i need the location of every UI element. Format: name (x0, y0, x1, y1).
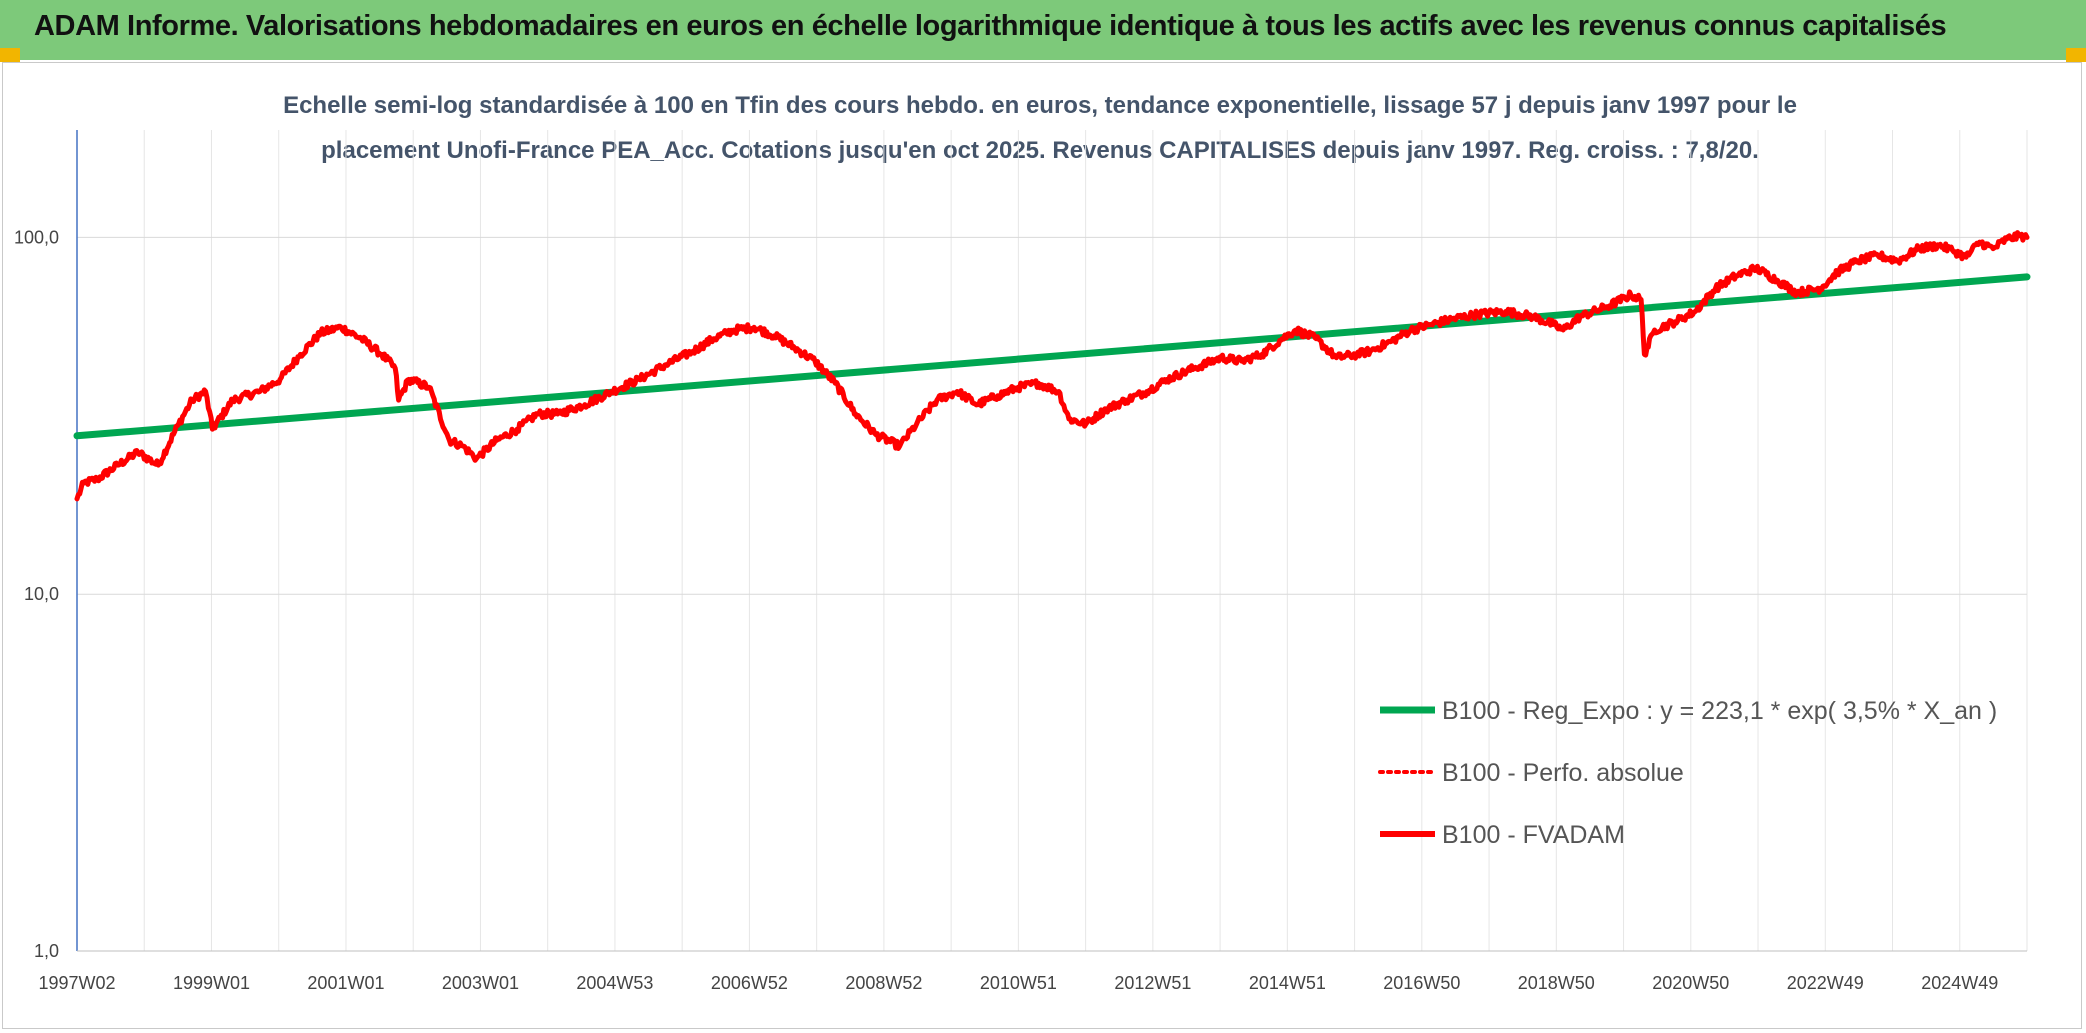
chart-subtitle-line2: placement Unofi-France PEA_Acc. Cotation… (321, 137, 1759, 164)
y-tick-label: 100,0 (14, 227, 59, 247)
x-tick-label: 1997W02 (38, 973, 115, 993)
chart-subtitle-line1: Echelle semi-log standardisée à 100 en T… (283, 92, 1797, 119)
y-tick-label: 1,0 (34, 941, 59, 961)
corner-marker-right (2066, 48, 2086, 62)
axes: 1,0 10,0 100,0 1997W02 1999W01 2001W01 2003W01… (14, 130, 2027, 993)
series-line-reg-expo (73, 273, 2031, 440)
x-tick-label: 2024W49 (1921, 973, 1998, 993)
legend-entry-label: B100 - FVADAM (1442, 821, 1625, 849)
x-tick-label: 2022W49 (1787, 973, 1864, 993)
x-tick-label: 2016W50 (1383, 973, 1460, 993)
series-line-fvadam (74, 230, 2030, 502)
x-tick-label: 2001W01 (307, 973, 384, 993)
banner-title: ADAM Informe. Valorisations hebdomadaire… (34, 10, 1947, 42)
x-tick-label: 2003W01 (442, 973, 519, 993)
x-tick-label: 1999W01 (173, 973, 250, 993)
legend-entry-label: B100 - Perfo. absolue (1442, 759, 1684, 787)
y-tick-label: 10,0 (24, 584, 59, 604)
corner-marker-left (0, 48, 20, 62)
x-tick-label: 2012W51 (1114, 973, 1191, 993)
grid-lines (76, 130, 2028, 952)
x-tick-label: 2018W50 (1518, 973, 1595, 993)
x-tick-label: 2020W50 (1652, 973, 1729, 993)
legend-entry-label: B100 - Reg_Expo : y = 223,1 * exp( 3,5% … (1442, 697, 1997, 725)
series-lines (73, 230, 2031, 502)
chart-frame (2, 62, 2082, 1029)
x-tick-label: 2008W52 (845, 973, 922, 993)
x-tick-label: 2006W52 (711, 973, 788, 993)
title-banner: ADAM Informe. Valorisations hebdomadaire… (0, 0, 2086, 60)
legend: B100 - Reg_Expo : y = 223,1 * exp( 3,5% … (1378, 697, 1997, 849)
x-tick-label: 2010W51 (980, 973, 1057, 993)
x-tick-label: 2014W51 (1249, 973, 1326, 993)
x-tick-label: 2004W53 (576, 973, 653, 993)
